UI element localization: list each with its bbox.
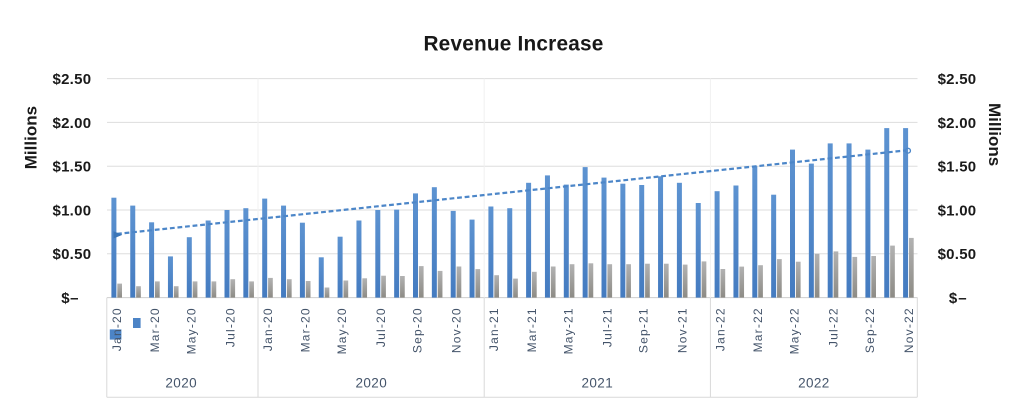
svg-text:Jul-21: Jul-21 — [600, 307, 614, 347]
svg-text:–: – — [958, 290, 966, 307]
svg-text:$1.00: $1.00 — [53, 202, 92, 219]
svg-text:$: $ — [61, 290, 70, 307]
svg-text:Sep-22: Sep-22 — [863, 307, 877, 353]
svg-text:Jan-20: Jan-20 — [261, 307, 275, 351]
svg-text:2020: 2020 — [165, 376, 197, 391]
svg-text:May-22: May-22 — [788, 307, 802, 354]
svg-text:2022: 2022 — [798, 376, 830, 391]
svg-text:Mar-21: Mar-21 — [525, 307, 539, 352]
svg-text:$2.50: $2.50 — [53, 71, 92, 88]
svg-text:Millions: Millions — [22, 106, 41, 169]
svg-text:2020: 2020 — [355, 376, 387, 391]
svg-text:Sep-21: Sep-21 — [637, 307, 651, 353]
svg-text:$1.50: $1.50 — [53, 159, 92, 176]
svg-text:May-20: May-20 — [335, 307, 349, 354]
svg-text:Jul-22: Jul-22 — [827, 307, 841, 347]
svg-text:Mar-20: Mar-20 — [148, 307, 162, 352]
svg-text:Millions: Millions — [985, 103, 1004, 166]
svg-text:Nov-21: Nov-21 — [676, 307, 690, 353]
svg-text:$0.50: $0.50 — [53, 246, 92, 263]
svg-text:$2.00: $2.00 — [938, 115, 977, 132]
svg-text:Mar-22: Mar-22 — [751, 307, 765, 352]
svg-text:Jan-20: Jan-20 — [110, 307, 124, 351]
svg-text:$2.00: $2.00 — [53, 115, 92, 132]
svg-text:$2.50: $2.50 — [938, 71, 977, 88]
svg-text:$1.00: $1.00 — [938, 202, 977, 219]
svg-text:Jan-21: Jan-21 — [487, 307, 501, 351]
svg-text:Jan-22: Jan-22 — [713, 307, 727, 351]
svg-text:May-21: May-21 — [561, 307, 575, 354]
svg-text:–: – — [70, 290, 78, 307]
svg-text:$0.50: $0.50 — [938, 246, 977, 263]
svg-text:2021: 2021 — [581, 376, 613, 391]
svg-text:Jul-20: Jul-20 — [223, 307, 237, 347]
svg-text:Jul-20: Jul-20 — [374, 307, 388, 347]
svg-text:Mar-20: Mar-20 — [299, 307, 313, 352]
svg-text:Nov-22: Nov-22 — [902, 307, 916, 353]
svg-text:May-20: May-20 — [184, 307, 198, 354]
svg-text:Nov-20: Nov-20 — [450, 307, 464, 353]
svg-text:Revenue Increase: Revenue Increase — [423, 33, 603, 56]
svg-text:Sep-20: Sep-20 — [411, 307, 425, 353]
svg-text:$: $ — [949, 290, 958, 307]
svg-text:$1.50: $1.50 — [938, 159, 977, 176]
